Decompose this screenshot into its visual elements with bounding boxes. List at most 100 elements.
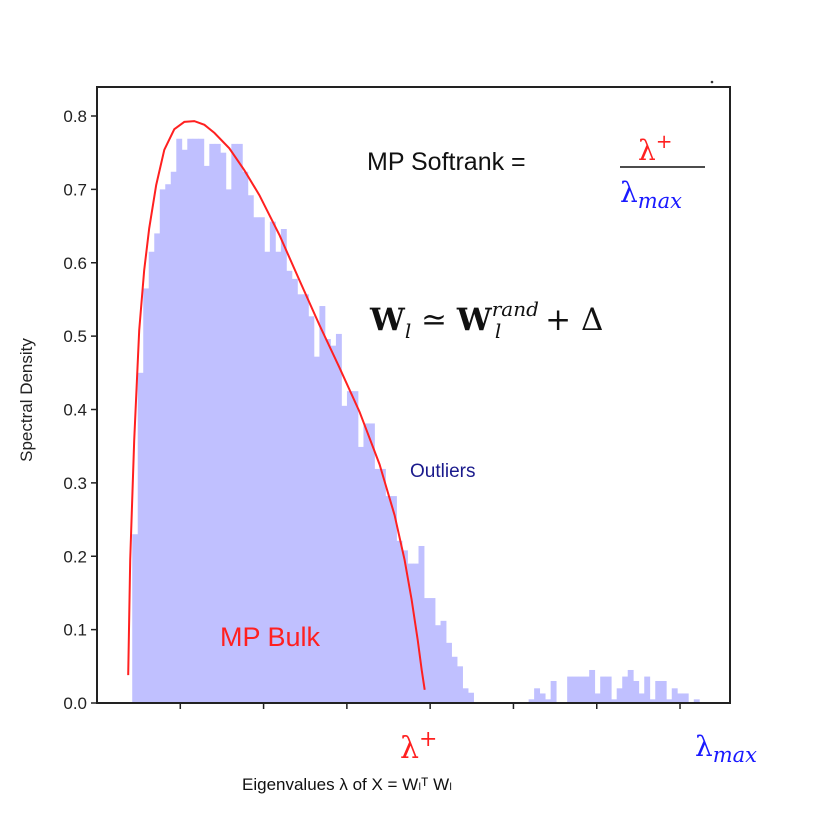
histogram-bar [231, 143, 238, 703]
histogram-bar [253, 217, 260, 703]
histogram-bar [616, 688, 623, 703]
eq-w: W [369, 302, 406, 338]
histogram-bar [198, 138, 205, 704]
histogram-bar [644, 676, 651, 703]
histogram-bar [545, 699, 552, 703]
histogram-bar [457, 666, 463, 703]
eq-approx: ≃ [411, 302, 457, 338]
eq-sup: rand [492, 297, 539, 321]
y-ticks: 0.0 0.1 0.2 0.3 0.4 0.5 0.6 0.7 0.8 [63, 107, 97, 713]
histogram-bar [594, 693, 601, 703]
eq-plus-delta: + Δ [535, 302, 603, 338]
histogram-bar [159, 189, 166, 703]
histogram-bar [214, 143, 221, 703]
histogram-bar [203, 165, 210, 703]
histogram-bar [572, 676, 579, 703]
numerator-sup: + [656, 129, 673, 153]
histogram-bar [242, 171, 249, 703]
histogram-bar [429, 598, 436, 703]
eq-w2: W [456, 302, 493, 338]
histogram-bar [143, 288, 150, 703]
histogram-bar [638, 693, 645, 703]
denominator-sub: max [638, 189, 682, 213]
histogram-bar [324, 339, 331, 703]
lambda-max-label: λmax [695, 730, 757, 767]
histogram-bar [528, 699, 535, 703]
histogram-bar [666, 699, 673, 703]
y-axis-label: Spectral Density [17, 338, 36, 462]
histogram-bar [374, 468, 381, 703]
histogram-bar [401, 550, 408, 703]
histogram-bar [671, 688, 678, 703]
histogram-bar [589, 669, 596, 703]
histogram-bar [176, 138, 183, 704]
axes [96, 86, 731, 704]
histogram-bar [297, 294, 304, 703]
y-tick-label: 0.6 [63, 254, 87, 273]
y-tick-label: 0.2 [63, 547, 87, 566]
histogram-bar [633, 680, 640, 703]
histogram-bar [225, 189, 232, 703]
softrank-numerator: λ+ [638, 129, 673, 167]
lambda-max-sub: max [713, 743, 757, 767]
histogram-bar [313, 356, 320, 703]
histogram-bar [154, 233, 161, 703]
x-axis-label: Eigenvalues λ of X = Wₗᵀ Wₗ [242, 775, 452, 794]
denominator-symbol: λ [620, 176, 638, 209]
y-tick-label: 0.1 [63, 621, 87, 640]
histogram-bar [605, 676, 612, 703]
histogram-bar [352, 391, 359, 703]
histogram-bar [446, 642, 452, 703]
y-tick-label: 0.0 [63, 694, 87, 713]
stray-dot [710, 80, 714, 84]
histogram-bar [611, 699, 618, 703]
histogram-bar [181, 149, 188, 703]
y-tick-label: 0.4 [63, 401, 87, 420]
histogram-bar [583, 676, 590, 703]
numerator-symbol: λ [638, 134, 656, 167]
histogram-bar [468, 692, 474, 703]
histogram-bar [269, 221, 276, 703]
histogram-bars [132, 138, 700, 704]
histogram-bar [302, 294, 309, 703]
histogram-bar [390, 496, 397, 703]
softrank-denominator: λmax [620, 176, 682, 213]
histogram-bar [539, 693, 546, 703]
histogram-bar [649, 699, 656, 703]
lambda-plus-label: λ+ [400, 727, 437, 766]
histogram-bar [330, 345, 337, 703]
histogram-bar [567, 676, 574, 703]
histogram-bar [379, 468, 386, 703]
histogram-bar [693, 699, 700, 703]
histogram-bar [357, 446, 364, 703]
histogram-bar [396, 540, 403, 703]
histogram-bar [286, 270, 293, 703]
y-tick-label: 0.5 [63, 327, 87, 346]
histogram-bar [435, 625, 441, 703]
histogram-bar [170, 171, 177, 703]
lambda-max-symbol: λ [695, 730, 713, 763]
histogram-bar [258, 217, 265, 703]
histogram-bar [578, 676, 585, 703]
histogram-bar [451, 656, 458, 703]
histogram-bar [660, 680, 667, 703]
histogram-bar [319, 306, 326, 703]
histogram-bar [655, 680, 662, 703]
mp-curve-line [127, 120, 426, 690]
histogram-bar [622, 676, 629, 703]
y-tick-label: 0.8 [63, 107, 87, 126]
histogram-bar [220, 152, 227, 703]
histogram-bar [627, 669, 634, 703]
histogram-bar [385, 496, 392, 703]
histogram-bar [600, 676, 607, 703]
histogram-bar [440, 620, 447, 703]
plot-frame [96, 86, 731, 704]
histogram-bar [280, 228, 287, 703]
histogram-bar [264, 251, 271, 703]
decomposition-equation: Wl ≃ Wrand l + Δ [369, 297, 603, 343]
histogram-bar [137, 372, 144, 703]
histogram-bar [534, 688, 541, 703]
histogram-bar [291, 278, 298, 703]
histogram-bar [407, 563, 414, 703]
